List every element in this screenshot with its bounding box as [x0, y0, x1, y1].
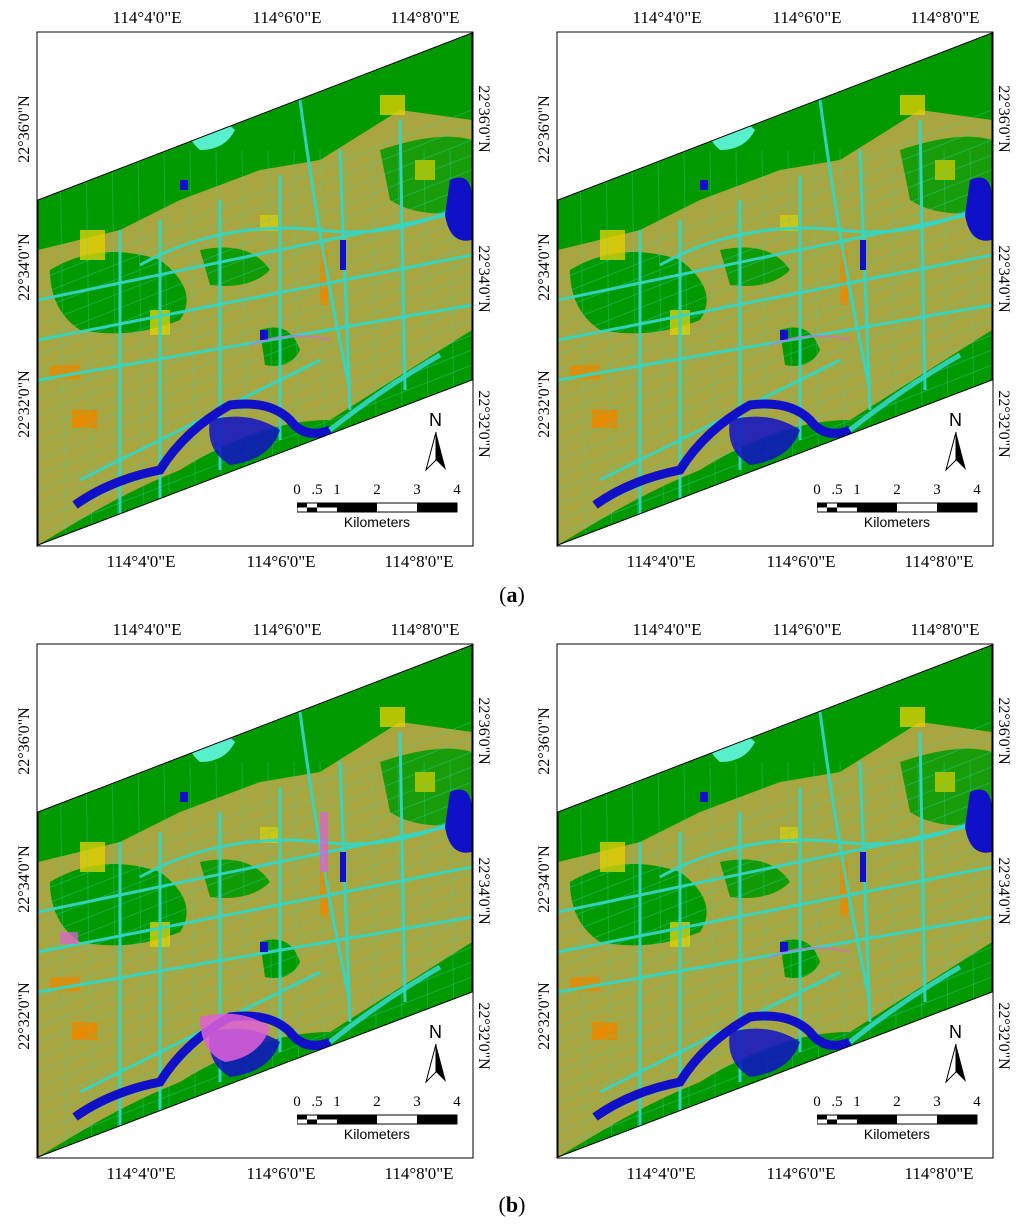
scale-label: .5 — [311, 1094, 323, 1110]
lon-label-bottom: 114°4'0"E — [106, 552, 176, 571]
lon-label-bottom: 114°4'0"E — [626, 1164, 696, 1183]
scale-label: 3 — [933, 482, 941, 498]
lon-label-top: 114°6'0"E — [772, 620, 842, 639]
lon-label-top: 114°8'0"E — [390, 8, 460, 27]
scale-unit-label: Kilometers — [863, 514, 931, 530]
scale-label: 4 — [453, 1094, 461, 1110]
scale-label: 3 — [413, 1094, 421, 1110]
scale-label: 2 — [893, 482, 901, 498]
lat-label-right: 22°34'0"N — [475, 245, 492, 313]
scale-bar — [297, 1114, 458, 1125]
lon-label-top: 114°6'0"E — [252, 620, 322, 639]
scale-label: 0 — [293, 1094, 301, 1110]
scale-unit-label: Kilometers — [343, 1126, 411, 1142]
map-panel-a-left: 114°4'0"E 114°4'0"E 114°6'0"E 114°6'0"E 114°… — [16, 0, 520, 571]
map-panel-b-left: 114°4'0"E 114°4'0"E 114°6'0"E 114°6'0"E 114°… — [16, 612, 520, 1183]
lon-label-bottom: 114°4'0"E — [106, 1164, 176, 1183]
scale-label: 0 — [813, 1094, 821, 1110]
lat-label-left: 22°36'0"N — [536, 707, 553, 775]
lat-label-left: 22°32'0"N — [536, 370, 553, 438]
scale-label: 1 — [853, 1094, 861, 1110]
lon-label-bottom: 114°8'0"E — [904, 552, 974, 571]
scale-label: 1 — [333, 482, 341, 498]
lon-label-top: 114°8'0"E — [390, 620, 460, 639]
lat-label-right: 22°36'0"N — [475, 697, 492, 765]
scale-bar — [817, 502, 978, 513]
scale-label: 2 — [893, 1094, 901, 1110]
lat-label-left: 22°32'0"N — [16, 982, 33, 1050]
lat-label-left: 22°36'0"N — [16, 707, 33, 775]
scale-label: 4 — [453, 482, 461, 498]
scale-unit-label: Kilometers — [343, 514, 411, 530]
lat-label-right: 22°32'0"N — [475, 1002, 492, 1070]
lat-label-right: 22°32'0"N — [995, 390, 1012, 458]
lon-label-bottom: 114°8'0"E — [904, 1164, 974, 1183]
lat-label-left: 22°34'0"N — [16, 845, 33, 913]
classification-map — [556, 31, 994, 547]
scale-label: 4 — [973, 482, 981, 498]
lon-label-top: 114°4'0"E — [112, 8, 182, 27]
lon-label-top: 114°8'0"E — [910, 8, 980, 27]
scale-label: 1 — [333, 1094, 341, 1110]
lon-label-bottom: 114°4'0"E — [626, 552, 696, 571]
scale-label: 1 — [853, 482, 861, 498]
lat-label-left: 22°36'0"N — [536, 95, 553, 163]
lat-label-left: 22°34'0"N — [16, 233, 33, 301]
scale-label: 2 — [373, 1094, 381, 1110]
lat-label-left: 22°32'0"N — [536, 982, 553, 1050]
lat-label-left: 22°36'0"N — [16, 95, 33, 163]
scale-bar — [817, 1114, 978, 1125]
scale-label: .5 — [311, 482, 323, 498]
lon-label-top: 114°4'0"E — [112, 620, 182, 639]
scale-label: .5 — [831, 1094, 843, 1110]
lat-label-right: 22°32'0"N — [995, 1002, 1012, 1070]
lat-label-right: 22°32'0"N — [475, 390, 492, 458]
classification-map — [556, 643, 994, 1159]
lon-label-bottom: 114°6'0"E — [766, 1164, 836, 1183]
lat-label-right: 22°34'0"N — [475, 857, 492, 925]
map-panel-b-right: 114°4'0"E 114°4'0"E 114°6'0"E 114°6'0"E 114°… — [536, 612, 1024, 1183]
lat-label-left: 22°32'0"N — [16, 370, 33, 438]
scale-label: 3 — [933, 1094, 941, 1110]
caption-b: (b) — [498, 1192, 526, 1217]
classification-map — [36, 643, 474, 1159]
lon-label-bottom: 114°8'0"E — [384, 1164, 454, 1183]
caption-a: (a) — [499, 582, 525, 607]
lon-label-top: 114°6'0"E — [772, 8, 842, 27]
lon-label-top: 114°6'0"E — [252, 8, 322, 27]
lat-label-right: 22°36'0"N — [995, 85, 1012, 153]
scale-label: 4 — [973, 1094, 981, 1110]
lon-label-top: 114°8'0"E — [910, 620, 980, 639]
north-label: N — [949, 410, 962, 430]
north-label: N — [949, 1022, 962, 1042]
north-arrow-icon — [425, 432, 446, 472]
classification-map — [36, 31, 474, 547]
lon-label-top: 114°4'0"E — [632, 8, 702, 27]
north-arrow-icon — [945, 432, 966, 472]
scale-label: 3 — [413, 482, 421, 498]
lat-label-left: 22°34'0"N — [536, 845, 553, 913]
north-label: N — [429, 1022, 442, 1042]
scale-unit-label: Kilometers — [863, 1126, 931, 1142]
lat-label-left: 22°34'0"N — [536, 233, 553, 301]
lat-label-right: 22°34'0"N — [995, 245, 1012, 313]
north-arrow-icon — [945, 1044, 966, 1084]
lon-label-bottom: 114°8'0"E — [384, 552, 454, 571]
lon-label-bottom: 114°6'0"E — [246, 552, 316, 571]
map-panel-a-right: 114°4'0"E 114°4'0"E 114°6'0"E 114°6'0"E 114°… — [536, 0, 1024, 571]
scale-label: .5 — [831, 482, 843, 498]
north-label: N — [429, 410, 442, 430]
lat-label-right: 22°34'0"N — [995, 857, 1012, 925]
lat-label-right: 22°36'0"N — [475, 85, 492, 153]
scale-label: 2 — [373, 482, 381, 498]
lon-label-bottom: 114°6'0"E — [246, 1164, 316, 1183]
lon-label-bottom: 114°6'0"E — [766, 552, 836, 571]
scale-bar — [297, 502, 458, 513]
north-arrow-icon — [425, 1044, 446, 1084]
scale-label: 0 — [813, 482, 821, 498]
lat-label-right: 22°36'0"N — [995, 697, 1012, 765]
lon-label-top: 114°4'0"E — [632, 620, 702, 639]
scale-label: 0 — [293, 482, 301, 498]
